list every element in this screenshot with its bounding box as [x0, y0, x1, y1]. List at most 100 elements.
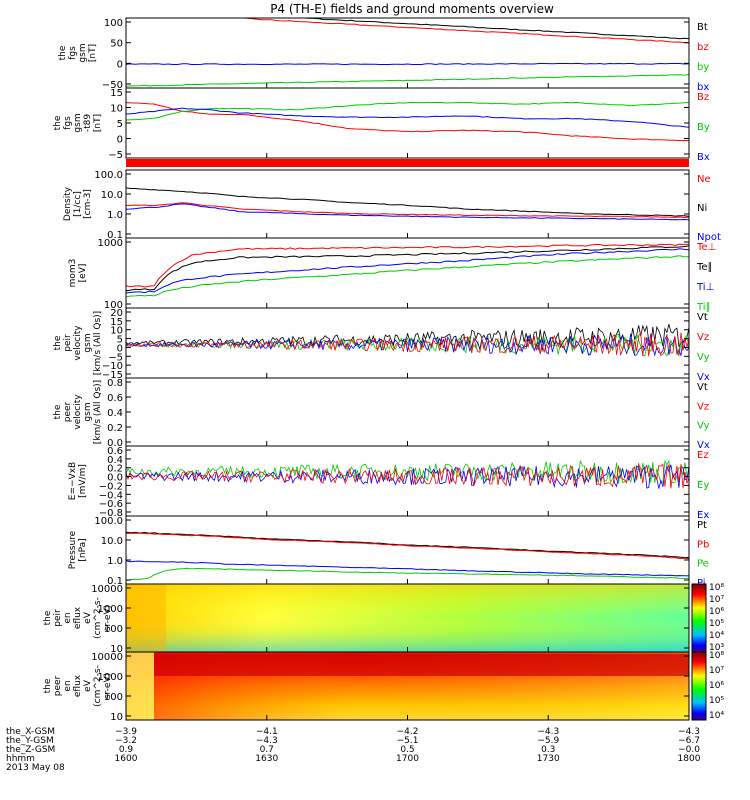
- y-tick-label: 0.1: [107, 576, 123, 587]
- y-axis-label: peir: [63, 334, 73, 352]
- series-Ti⊥: [125, 248, 690, 294]
- y-tick-label: 0: [117, 135, 123, 146]
- colorbar-label: 10⁴: [709, 631, 724, 641]
- x-value: 1700: [396, 754, 419, 764]
- legend-Bz: Bz: [697, 92, 709, 103]
- x-value: −3.9: [115, 727, 137, 737]
- legend-Ti⊥: Ti⊥: [696, 282, 714, 293]
- y-axis-label: fgs: [68, 46, 78, 60]
- legend-Te⊥: Te⊥: [696, 242, 716, 253]
- y-axis-label: eflux: [73, 606, 83, 629]
- y-tick-label: −15: [102, 370, 123, 381]
- noise-series: [125, 463, 690, 489]
- panel-1: 100 50 0 −50 the fgs gsm [nT] Bt bz by bx: [58, 17, 709, 93]
- noise-series: [125, 332, 690, 357]
- legend-Ni: Ni: [697, 203, 707, 214]
- y-tick-label: 0.4: [107, 455, 123, 466]
- legend-Vx: Vx: [697, 440, 710, 451]
- colorbar-label: 10⁸: [709, 651, 724, 661]
- y-axis-label: gsm: [78, 43, 88, 62]
- x-value: 0.9: [119, 745, 134, 755]
- colorbar-10: 10⁸ 10⁷ 10⁶ 10⁵ 10⁴: [691, 651, 724, 721]
- y-tick-label: −5: [108, 150, 123, 161]
- electron-spectrogram-high: [154, 654, 689, 676]
- y-tick-label: 5: [117, 335, 123, 346]
- series-Pb: [125, 532, 690, 560]
- x-value: −4.3: [256, 736, 278, 746]
- x-row-label: hhmm: [6, 754, 35, 764]
- y-tick-label: −5: [108, 352, 123, 363]
- legend-Bt: Bt: [697, 22, 708, 33]
- y-tick-label: 0.4: [107, 408, 123, 419]
- x-value: −5.1: [397, 736, 419, 746]
- x-value: 0.7: [260, 745, 274, 755]
- colorbar-label: 10⁶: [709, 681, 724, 691]
- colorbar-label: 10⁷: [709, 666, 724, 676]
- electron-spectrogram-early: [126, 652, 154, 720]
- y-axis-label: sr-eV): [103, 605, 113, 631]
- panel-3: 100.0 10.0 1.0 0.1 Density [1/cc] [cm-3] Ne Ni Np…: [63, 169, 721, 243]
- panel-2: 15 10 5 0 −5 the fgs gsm -t89 [nT] Bz By Bx: [53, 87, 710, 163]
- series-bx: [125, 62, 690, 66]
- y-axis-label: E=−VxB: [68, 462, 78, 500]
- y-axis-label: Pressure: [68, 530, 78, 569]
- date-label: 2013 May 08: [6, 763, 65, 773]
- y-tick-label: 1000: [98, 604, 123, 615]
- ion-spectrogram-early: [126, 584, 166, 652]
- y-axis-label: en: [63, 680, 73, 691]
- x-value: 0.3: [541, 745, 555, 755]
- x-value: −4.3: [537, 727, 559, 737]
- panel-7: 0.60.40.20.0−0.2−0.4−0.6−0.8 E=−VxB [mV/m]…: [68, 445, 709, 521]
- legend-Te∥: Te∥: [696, 262, 713, 273]
- legend-Npot: Npot: [697, 232, 721, 243]
- y-tick-label: 100: [104, 692, 123, 703]
- x-value: −4.2: [397, 727, 419, 737]
- figure-title: P4 (TH-E) fields and ground moments over…: [270, 2, 554, 16]
- y-tick-label: 0: [117, 343, 123, 354]
- y-axis-label: sr-eV): [103, 673, 113, 699]
- y-tick-label: 0.0: [107, 473, 123, 484]
- colorbar-label: 10⁶: [709, 607, 724, 617]
- x-value: 1600: [115, 754, 138, 764]
- series-Bt: [126, 17, 690, 40]
- colorbar-label: 10⁴: [709, 711, 724, 721]
- noise-series: [125, 333, 690, 357]
- panel-6: 0.8 0.6 0.4 0.2 0.0 the peer velocity gsm [km/s (…: [53, 377, 710, 451]
- y-axis-label: velocity: [73, 394, 83, 430]
- legend-bz: bz: [697, 42, 709, 53]
- panel-frame: [125, 169, 690, 239]
- x-value: −4.3: [678, 727, 700, 737]
- series-Pt: [125, 531, 690, 559]
- y-axis-label: peer: [53, 675, 63, 696]
- legend-By: By: [697, 122, 710, 133]
- y-axis-label: (cm^2-s-: [93, 665, 103, 707]
- legend-Vz: Vz: [697, 332, 709, 343]
- y-tick-label: 0.6: [107, 393, 123, 404]
- legend-Vz: Vz: [697, 401, 709, 412]
- y-tick-label: 10: [110, 712, 123, 723]
- y-axis-label: gsm: [83, 402, 93, 421]
- x-value: 0.5: [400, 745, 414, 755]
- y-tick-label: 1.0: [107, 210, 123, 221]
- legend-Vy: Vy: [697, 352, 710, 363]
- y-axis-label: the: [43, 610, 53, 625]
- y-tick-label: 1.0: [107, 556, 123, 567]
- panel-frame: [125, 377, 690, 447]
- y-axis-label: Density: [63, 186, 73, 221]
- legend-Vt: Vt: [697, 382, 708, 393]
- x-value: 1800: [678, 754, 701, 764]
- y-axis-label: [mV/m]: [78, 464, 88, 498]
- x-value: 1730: [537, 754, 560, 764]
- colorbar-9: 10⁸ 10⁷ 10⁶ 10⁵ 10⁴ 10³: [691, 583, 724, 653]
- y-axis-label: peer: [63, 401, 73, 422]
- y-axis-label: the: [43, 678, 53, 693]
- y-axis-label: [cm-3]: [83, 189, 93, 219]
- y-tick-label: 20: [110, 308, 123, 319]
- y-axis-label: mom3: [68, 259, 78, 288]
- y-axis-label: [1/cc]: [73, 191, 83, 217]
- colorbar-label: 10³: [709, 643, 724, 653]
- y-axis-label: gsm: [73, 113, 83, 132]
- y-tick-label: 10.0: [101, 536, 123, 547]
